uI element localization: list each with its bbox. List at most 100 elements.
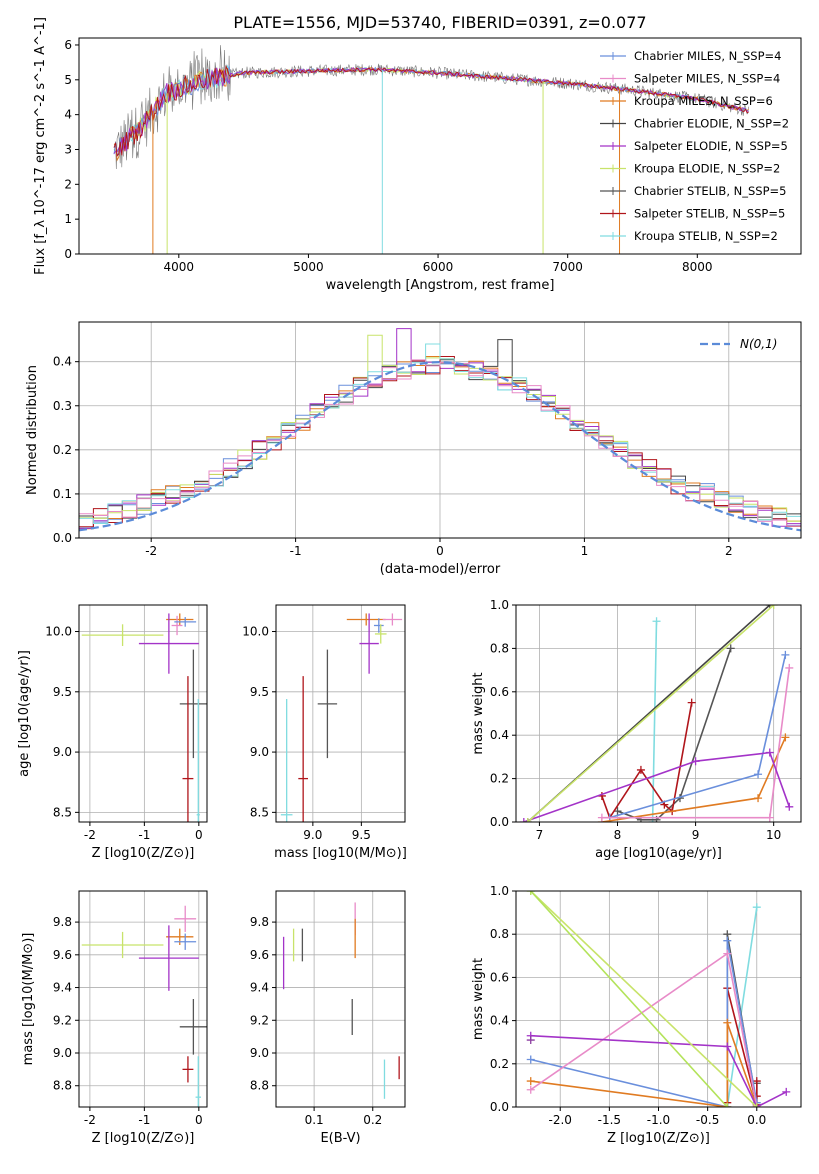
errorbar-point	[382, 613, 403, 626]
weight-marker	[652, 617, 661, 626]
weight-marker	[754, 794, 763, 803]
weight-marker	[723, 1018, 732, 1027]
errorbar-point	[373, 618, 384, 633]
errorbar-point	[179, 649, 207, 759]
axes-frame	[78, 321, 802, 539]
legend-label: Kroupa MILES, N_SSP=6	[634, 94, 773, 108]
x-axis-label: E(B-V)	[320, 1131, 360, 1146]
x-axis-label: Z [log10(Z/Z⊙)]	[607, 1131, 710, 1146]
x-tick-label: 8	[614, 828, 622, 842]
y-tick-label: 9.0	[53, 1046, 72, 1060]
y-axis-label: age [log10(age/yr)]	[17, 650, 32, 777]
errorbar-point	[346, 613, 386, 626]
x-tick-label: 2	[725, 544, 733, 558]
y-tick-label: 9.4	[53, 981, 72, 995]
plot-area	[81, 613, 207, 822]
y-tick-label: 1.0	[490, 884, 509, 898]
legend-label: Chabrier STELIB, N_SSP=5	[634, 184, 786, 198]
x-axis-label: (data-model)/error	[380, 562, 501, 577]
axes-frame	[275, 604, 406, 823]
legend-label: Kroupa ELODIE, N_SSP=2	[634, 162, 780, 176]
weight-line	[530, 1022, 758, 1107]
x-tick-label: 0.0	[747, 1113, 766, 1127]
axes-frame	[78, 890, 208, 1108]
weight-line	[601, 737, 787, 822]
y-tick-label: 1	[64, 212, 72, 226]
axes-frame	[515, 890, 802, 1108]
x-tick-label: 9.5	[352, 828, 371, 842]
normal-reference-curve	[79, 360, 801, 532]
spectrum-trace	[113, 66, 749, 153]
y-tick-label: 8.5	[250, 805, 269, 819]
weight-marker	[752, 1103, 761, 1107]
x-tick-label: -2	[84, 828, 96, 842]
x-tick-label: -0.5	[696, 1113, 719, 1127]
errorbar-point	[138, 613, 199, 674]
weight-marker	[597, 813, 606, 822]
y-tick-label: 0.2	[53, 443, 72, 457]
x-axis-label: age [log10(age/yr)]	[595, 846, 722, 861]
weight-marker	[782, 1087, 791, 1096]
weight-marker	[781, 733, 790, 742]
x-tick-label: 0.2	[363, 1113, 382, 1127]
x-axis-label: Z [log10(Z/Z⊙)]	[92, 1131, 195, 1146]
spectrum-legend: Chabrier MILES, N_SSP=4 Salpeter MILES, N…	[600, 49, 789, 243]
y-tick-label: 9.2	[250, 1013, 269, 1027]
y-tick-label: 0.4	[490, 1014, 509, 1028]
weight-marker	[519, 818, 528, 822]
weight-marker	[723, 1103, 732, 1107]
weight-marker	[769, 605, 778, 609]
x-tick-label: -1	[138, 1113, 150, 1127]
errorbar-point	[195, 1056, 202, 1107]
y-axis-label: Normed distribution	[25, 365, 40, 495]
y-tick-label: 8.8	[53, 1079, 72, 1093]
errorbar-point	[317, 649, 338, 759]
y-tick-label: 9.5	[250, 685, 269, 699]
y-tick-label: 0.3	[53, 399, 72, 413]
weight-marker	[636, 765, 645, 774]
weight-line	[530, 1034, 787, 1107]
x-axis-label: wavelength [Angstrom, rest frame]	[326, 278, 555, 293]
legend-label: Salpeter MILES, N_SSP=4	[634, 72, 780, 86]
weight-marker	[687, 698, 696, 707]
plot-area	[519, 605, 794, 822]
x-axis-label: mass [log10(M/M⊙)]	[274, 846, 407, 861]
y-tick-label: 1.0	[490, 598, 509, 612]
errorbar-point	[81, 624, 164, 646]
mass-vs-metallicity-panel: -2 -1 0 8.8 9.0 9.2 9.4 9.6 9.8 Z [log10(Z/Z⊙)] ma…	[21, 890, 208, 1146]
y-tick-label: 0.0	[53, 531, 72, 545]
spectrum-panel: 4000 5000 6000 7000 8000 0 1 2 3 4 5 6 wavelength [A…	[33, 17, 802, 293]
y-tick-label: 0.8	[490, 927, 509, 941]
axes-frame	[78, 604, 208, 823]
weight-line	[530, 891, 728, 1107]
gridlines	[516, 604, 801, 823]
x-tick-label: 4000	[164, 260, 195, 274]
errorbar-point	[280, 699, 293, 822]
x-tick-label: 0	[436, 544, 444, 558]
y-tick-label: 8.8	[250, 1079, 269, 1093]
plot-area	[79, 328, 801, 538]
y-tick-label: 0.8	[490, 641, 509, 655]
y-tick-label: 9.6	[250, 948, 269, 962]
weight-line	[530, 952, 758, 1107]
y-tick-label: 0	[64, 247, 72, 261]
x-tick-label: 7	[536, 828, 544, 842]
y-tick-label: 0.0	[490, 1100, 509, 1114]
x-tick-label: -2.0	[549, 1113, 572, 1127]
weight-line	[601, 702, 693, 820]
y-tick-label: 0.4	[53, 355, 72, 369]
x-tick-label: 5000	[293, 260, 324, 274]
y-tick-label: 9.0	[53, 745, 72, 759]
y-tick-label: 0.0	[490, 815, 509, 829]
legend-label: N(0,1)	[740, 337, 777, 351]
weight-marker	[526, 891, 535, 895]
weight-line	[609, 654, 787, 819]
weight-marker	[765, 813, 774, 822]
x-tick-label: -1	[138, 828, 150, 842]
gridlines	[276, 605, 405, 822]
x-tick-label: 7000	[552, 260, 583, 274]
legend-label: Salpeter STELIB, N_SSP=5	[634, 207, 785, 221]
y-tick-label: 9.4	[250, 981, 269, 995]
weight-marker	[726, 644, 735, 653]
weight-marker	[754, 770, 763, 779]
